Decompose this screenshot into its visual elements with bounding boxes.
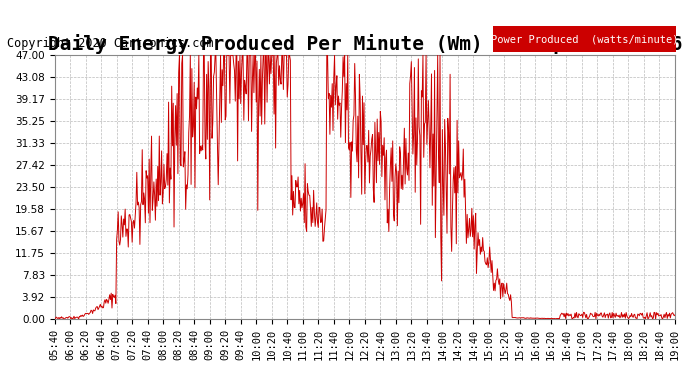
Text: Copyright 2020 Cartronics.com: Copyright 2020 Cartronics.com (7, 38, 213, 51)
Text: Power Produced  (watts/minute): Power Produced (watts/minute) (491, 34, 678, 44)
Title: Daily Energy Produced Per Minute (Wm) Tue Apr 28 19:16: Daily Energy Produced Per Minute (Wm) Tu… (48, 34, 682, 54)
